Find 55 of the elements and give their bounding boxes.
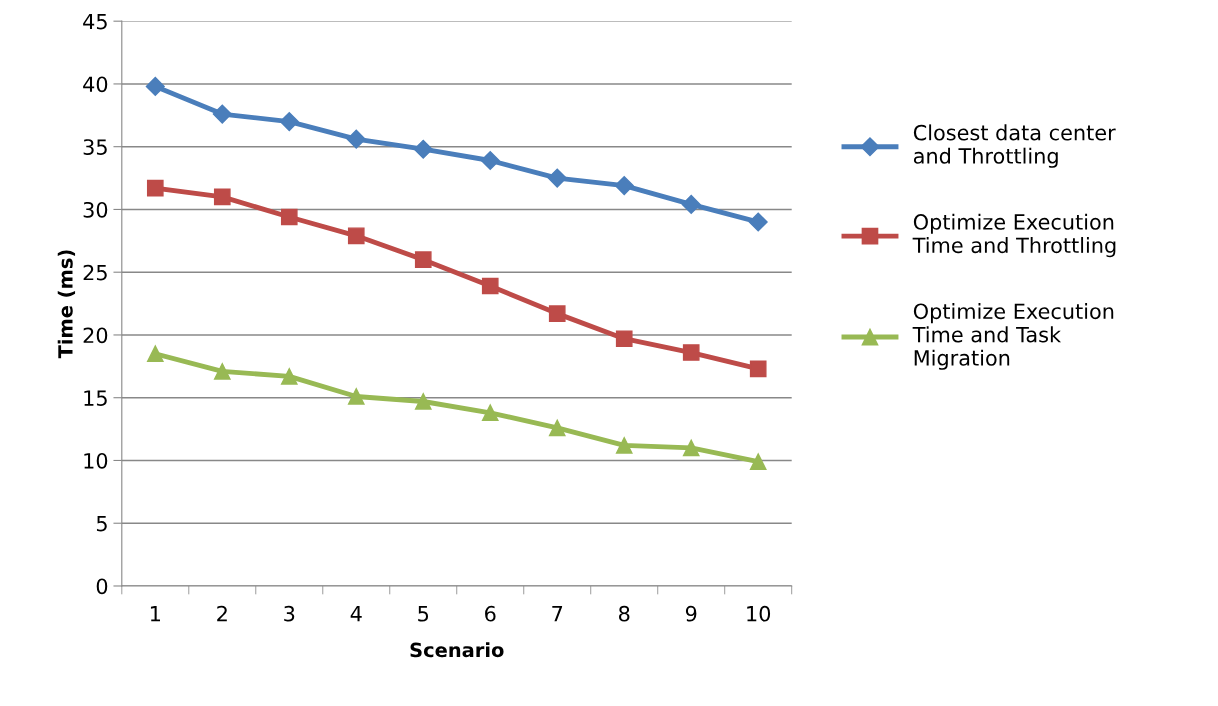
x-tick-label: 6 <box>485 605 496 622</box>
y-tick-label: 45 <box>83 13 107 30</box>
point <box>548 419 566 437</box>
point <box>615 437 633 454</box>
x-tick-label: 3 <box>284 605 295 622</box>
point <box>212 104 232 124</box>
point <box>682 439 700 457</box>
point <box>280 208 298 226</box>
x-tick-label: 10 <box>747 605 771 622</box>
x-tick-label: 7 <box>552 606 563 622</box>
legend-label: Optimize Execution Time and Task Migration <box>912 303 1114 370</box>
x-tick-label: 8 <box>619 605 630 622</box>
point <box>213 188 231 206</box>
point <box>615 330 633 348</box>
point <box>481 277 499 295</box>
point <box>146 179 164 197</box>
point <box>548 305 566 322</box>
x-tick-label: 2 <box>217 605 227 622</box>
legend-label: Optimize Execution Time and Throttling <box>912 213 1116 258</box>
point <box>413 139 433 159</box>
point <box>346 129 366 149</box>
point <box>414 251 432 268</box>
point <box>414 393 432 410</box>
point <box>146 345 164 363</box>
y-tick-label: 25 <box>83 264 107 281</box>
y-tick-label: 10 <box>84 452 108 469</box>
point <box>480 150 500 171</box>
point <box>347 388 365 405</box>
point <box>145 76 165 96</box>
y-tick-label: 0 <box>96 578 108 595</box>
point <box>213 363 231 380</box>
y-tick-label: 5 <box>96 515 107 532</box>
y-tick-label: 40 <box>83 76 108 93</box>
x-tick-label: 1 <box>150 606 160 622</box>
y-axis-title: Time (ms) <box>57 250 76 359</box>
point <box>280 368 298 385</box>
x-tick-label: 5 <box>418 606 429 622</box>
point <box>481 404 499 422</box>
point <box>279 112 299 132</box>
legend-label: Closest data center and Throttling <box>913 124 1116 168</box>
point <box>682 344 700 361</box>
point <box>749 453 767 471</box>
point <box>748 212 768 232</box>
point <box>749 360 767 378</box>
y-tick-label: 35 <box>83 139 107 155</box>
x-tick-label: 9 <box>685 605 697 622</box>
point <box>614 176 634 196</box>
x-tick-label: 4 <box>350 606 362 622</box>
y-tick-label: 15 <box>84 390 107 406</box>
point <box>681 194 701 214</box>
x-axis-title: Scenario <box>410 642 504 658</box>
point <box>547 168 567 188</box>
y-tick-label: 20 <box>83 327 108 344</box>
point <box>347 227 365 245</box>
y-tick-label: 30 <box>83 201 108 218</box>
